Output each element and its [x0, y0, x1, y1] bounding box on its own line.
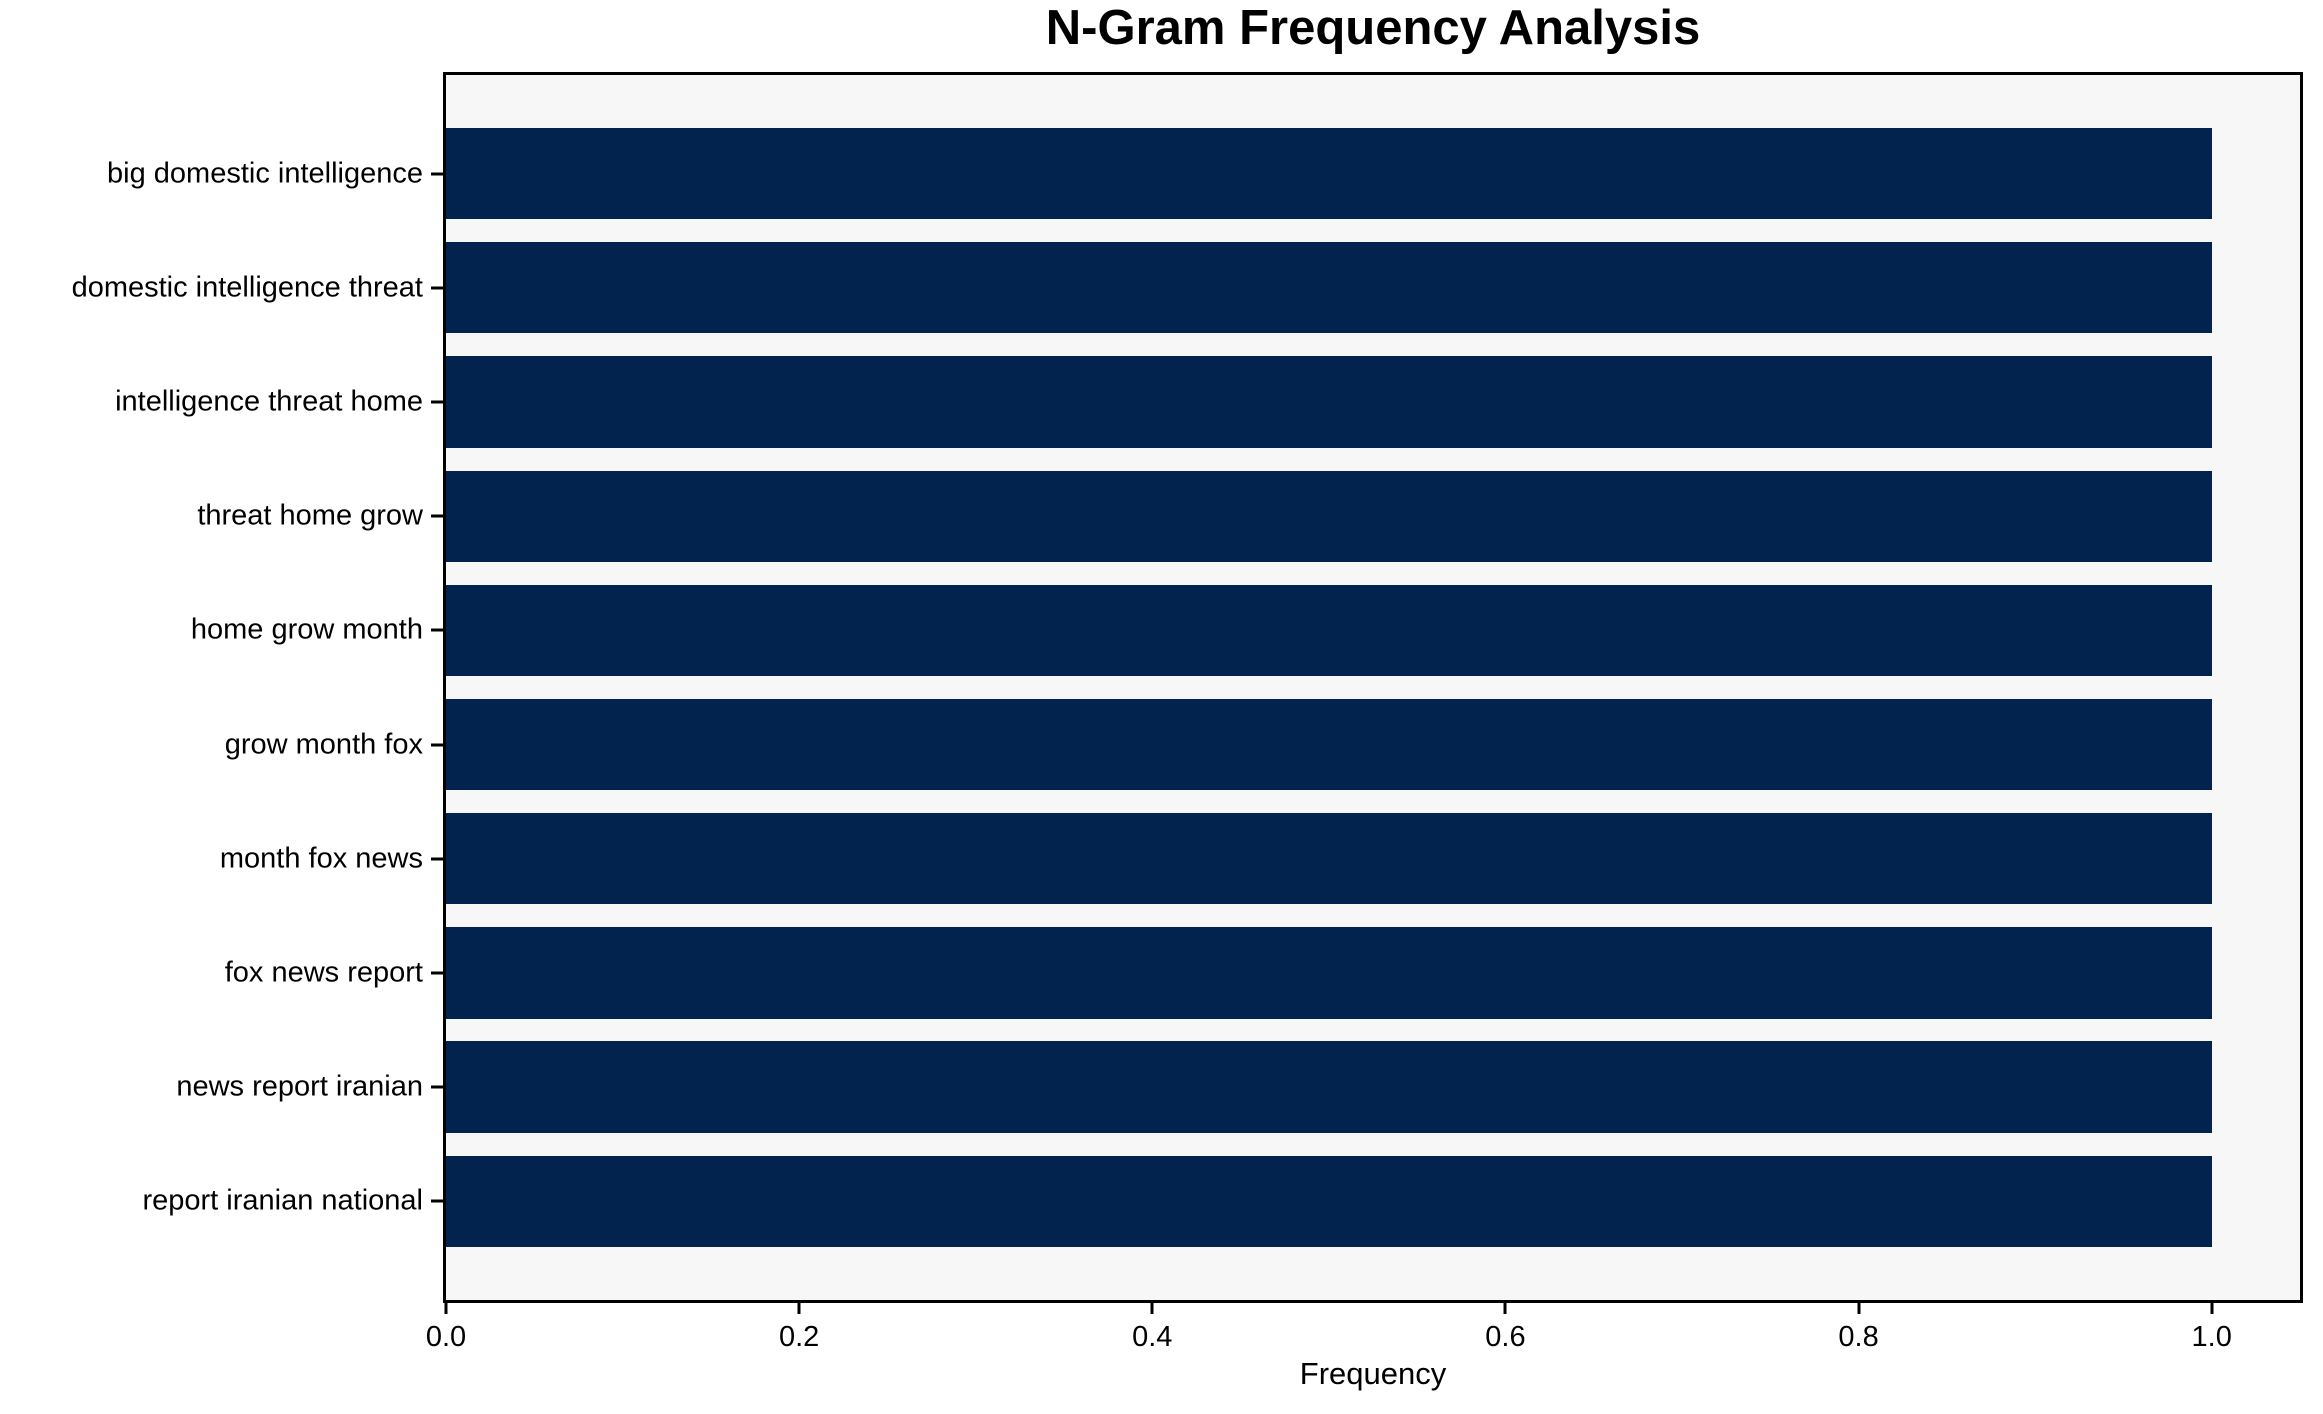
- x-tick-label: 0.4: [1132, 1321, 1173, 1353]
- y-tick-label: month fox news: [219, 842, 423, 875]
- chart-title: N-Gram Frequency Analysis: [1045, 1, 1701, 55]
- bar: [446, 356, 2212, 448]
- x-axis-label: Frequency: [1299, 1356, 1447, 1391]
- x-tick-mark: [1503, 1303, 1507, 1314]
- x-tick-label: 0.8: [1838, 1321, 1879, 1353]
- x-tick-mark: [444, 1303, 448, 1314]
- y-tick-mark: [431, 628, 443, 632]
- bar: [446, 813, 2212, 905]
- y-tick-label: intelligence threat home: [115, 385, 423, 418]
- y-tick-mark: [431, 1085, 443, 1089]
- y-tick-mark: [431, 1199, 443, 1203]
- y-tick-label: news report iranian: [176, 1070, 423, 1103]
- bar: [446, 242, 2212, 334]
- x-tick-mark: [2210, 1303, 2214, 1314]
- x-tick-label: 0.0: [425, 1321, 467, 1353]
- y-tick-mark: [431, 286, 443, 290]
- plot-area: [443, 72, 2303, 1303]
- bar: [446, 470, 2212, 562]
- y-tick-mark: [431, 743, 443, 747]
- y-tick-mark: [431, 514, 443, 518]
- y-tick-label: home grow month: [190, 613, 423, 646]
- x-tick-mark: [1150, 1303, 1154, 1314]
- y-tick-mark: [431, 400, 443, 404]
- bar: [446, 1041, 2212, 1133]
- bar: [446, 1155, 2212, 1248]
- bar: [446, 698, 2212, 791]
- y-tick-label: domestic intelligence threat: [71, 271, 423, 304]
- bar: [446, 127, 2212, 220]
- y-tick-label: report iranian national: [142, 1184, 423, 1217]
- y-tick-label: threat home grow: [197, 499, 423, 532]
- y-tick-mark: [431, 971, 443, 975]
- y-tick-mark: [431, 172, 443, 176]
- x-tick-label: 0.6: [1485, 1321, 1526, 1353]
- bar: [446, 584, 2212, 677]
- y-tick-label: fox news report: [224, 956, 423, 989]
- y-tick-label: grow month fox: [224, 728, 423, 761]
- x-tick-mark: [1857, 1303, 1861, 1314]
- bar: [446, 927, 2212, 1019]
- x-tick-label: 0.2: [778, 1321, 820, 1353]
- y-tick-mark: [431, 857, 443, 861]
- y-tick-label: big domestic intelligence: [107, 157, 423, 190]
- x-tick-mark: [797, 1303, 801, 1314]
- x-tick-label: 1.0: [2191, 1321, 2232, 1353]
